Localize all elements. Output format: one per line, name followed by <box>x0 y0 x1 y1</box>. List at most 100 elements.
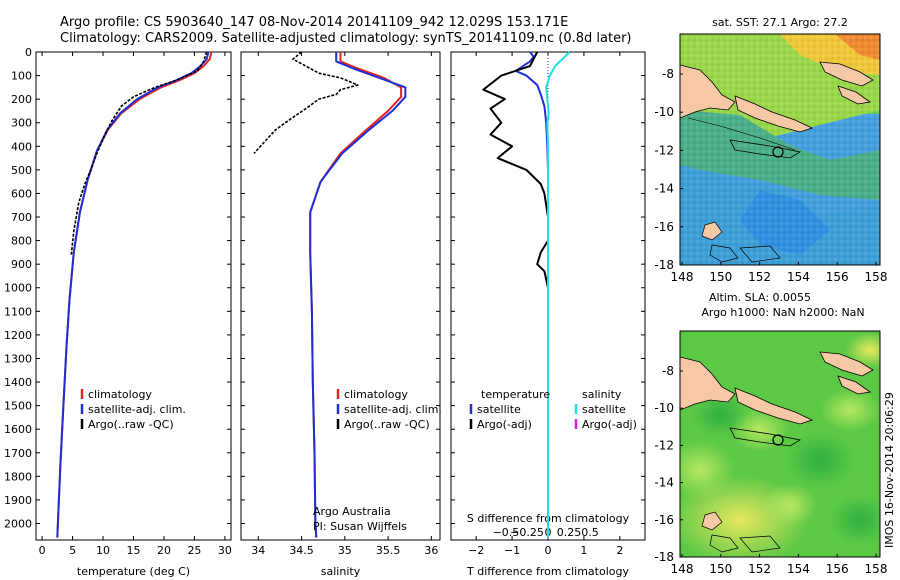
header-line-1: Argo profile: CS 5903640_147 08-Nov-2014… <box>60 15 568 30</box>
salinity-xlabel: salinity <box>321 565 361 578</box>
differences-top-xtick-label: 0.25 <box>557 526 582 539</box>
differences-legend-title: salinity <box>582 388 622 401</box>
map-xtick-label: 150 <box>709 562 732 576</box>
temperature-xtick-label: 15 <box>127 544 141 557</box>
salinity-panel: 34 34.5 35 35.5 36 salinity climatology satelli… <box>240 51 442 578</box>
map-ytick-label: -8 <box>662 67 674 81</box>
sst-float-marker <box>772 146 784 158</box>
differences-xtick-label: −1 <box>504 544 520 557</box>
salinity-plot-frame <box>240 51 441 541</box>
map-xtick-label: 154 <box>787 270 810 284</box>
differences-series-temperature-argo-adj- <box>482 51 549 288</box>
differences-legend-label: satellite <box>477 403 521 416</box>
sst-map: sat. SST: 27.1 Argo: 27.2 148 150 152 154 15 <box>654 16 887 284</box>
salinity-xtick-label: 34 <box>251 544 265 557</box>
temperature-legend-label: satellite-adj. clim. <box>88 403 186 416</box>
temperature-ytick-label: 1800 <box>4 470 32 483</box>
differences-xtick-label: 2 <box>616 544 623 557</box>
map-xtick-label: 158 <box>865 270 888 284</box>
temperature-ytick-label: 800 <box>11 235 32 248</box>
temperature-ytick-label: 1600 <box>4 423 32 436</box>
map-ytick-label: -14 <box>654 182 674 196</box>
differences-top-xtick-label: 0.5 <box>581 526 599 539</box>
differences-xtick-label: 0 <box>545 544 552 557</box>
temperature-xlabel: temperature (deg C) <box>77 565 190 578</box>
map-xtick-label: 152 <box>748 562 771 576</box>
salinity-series-satellite-adj-clim- <box>309 52 407 538</box>
temperature-ytick-label: 600 <box>11 187 32 200</box>
temperature-ytick-label: 1500 <box>4 400 32 413</box>
differences-xlabel: T difference from climatology <box>466 565 629 578</box>
temperature-xtick-label: 0 <box>39 544 46 557</box>
sla-map-title-2: Argo h1000: NaN h2000: NaN <box>701 306 864 319</box>
temperature-ytick-label: 900 <box>11 258 32 271</box>
map-xtick-label: 156 <box>826 270 849 284</box>
map-xtick-label: 156 <box>826 562 849 576</box>
temperature-ytick-label: 200 <box>11 93 32 106</box>
salinity-legend-label: climatology <box>344 388 408 401</box>
differences-legend-label: satellite <box>582 403 626 416</box>
temperature-xtick-label: 30 <box>218 544 232 557</box>
map-ytick-label: -8 <box>662 364 674 378</box>
sst-map-axes: 148 150 152 154 156 158 -8 -10 -12 -14 -16 -18 <box>654 67 887 284</box>
map-xtick-label: 152 <box>748 270 771 284</box>
map-xtick-label: 158 <box>865 562 888 576</box>
temperature-ytick-label: 0 <box>25 46 32 59</box>
temperature-ytick-label: 1100 <box>4 305 32 318</box>
temperature-ytick-label: 400 <box>11 140 32 153</box>
annotation-argo-australia: Argo Australia <box>313 505 391 518</box>
salinity-xtick-label: 34.5 <box>289 544 314 557</box>
differences-xtick-label: 1 <box>580 544 587 557</box>
difference-panel: −2 −1 0 1 2 T difference from climatology −0.5… <box>450 51 646 578</box>
map-ytick-label: -12 <box>654 438 674 452</box>
temperature-ytick-label: 500 <box>11 164 32 177</box>
differences-top-xtick-label: −0.5 <box>493 526 520 539</box>
map-ytick-label: -14 <box>654 476 674 490</box>
temperature-ytick-label: 700 <box>11 211 32 224</box>
temperature-plot-frame <box>35 51 232 541</box>
map-xtick-label: 154 <box>787 562 810 576</box>
temperature-legend-label: climatology <box>88 388 152 401</box>
temperature-ytick-label: 1200 <box>4 329 32 342</box>
temperature-panel: 0100200300400500600700800900100011001200… <box>4 46 232 578</box>
temperature-ytick-label: 1300 <box>4 352 32 365</box>
sla-map: Altim. SLA: 0.0055 Argo h1000: NaN h2000… <box>654 291 887 576</box>
sst-map-title: sat. SST: 27.1 Argo: 27.2 <box>712 16 848 29</box>
temperature-ytick-label: 1400 <box>4 376 32 389</box>
salinity-xtick-label: 36 <box>424 544 438 557</box>
differences-top-xtick-label: −0.25 <box>510 526 544 539</box>
temperature-ytick-label: 100 <box>11 70 32 83</box>
temperature-xtick-label: 25 <box>187 544 201 557</box>
temperature-legend-label: Argo(..raw -QC) <box>88 418 174 431</box>
differences-legend-label: Argo(-adj) <box>582 418 637 431</box>
map-ytick-label: -16 <box>654 513 674 527</box>
salinity-legend-label: satellite-adj. clim. <box>344 403 442 416</box>
map-ytick-label: -10 <box>654 401 674 415</box>
sla-float-marker <box>772 434 784 446</box>
map-ytick-label: -12 <box>654 143 674 157</box>
temperature-xtick-label: 20 <box>157 544 171 557</box>
salinity-legend-label: Argo(..raw -QC) <box>344 418 430 431</box>
differences-xtick-label: −2 <box>468 544 484 557</box>
temperature-ytick-label: 1900 <box>4 494 32 507</box>
annotation-pi: PI: Susan Wijffels <box>313 520 407 533</box>
footer-stamp: IMOS 16-Nov-2014 20:06:29 <box>883 392 896 548</box>
salinity-series-argo-raw-qc- <box>253 51 359 154</box>
temperature-ytick-label: 2000 <box>4 517 32 530</box>
map-ytick-label: -18 <box>654 550 674 564</box>
header-line-2: Climatology: CARS2009. Satellite-adjuste… <box>60 31 632 46</box>
temperature-ytick-label: 300 <box>11 117 32 130</box>
differences-series-salinity-satellite <box>545 51 571 538</box>
sla-map-title-1: Altim. SLA: 0.0055 <box>709 291 811 304</box>
map-xtick-label: 150 <box>709 270 732 284</box>
temperature-series-argo-raw-qc- <box>70 51 208 255</box>
temperature-ytick-label: 1000 <box>4 282 32 295</box>
differences-legend-label: Argo(-adj) <box>477 418 532 431</box>
map-ytick-label: -16 <box>654 220 674 234</box>
differences-legend-title: temperature <box>481 388 550 401</box>
sla-map-axes: 148 150 152 154 156 158 -8 -10 -12 -14 -16 -18 <box>654 364 887 576</box>
temperature-ytick-label: 1700 <box>4 447 32 460</box>
salinity-xtick-label: 35.5 <box>376 544 401 557</box>
temperature-xtick-label: 5 <box>69 544 76 557</box>
